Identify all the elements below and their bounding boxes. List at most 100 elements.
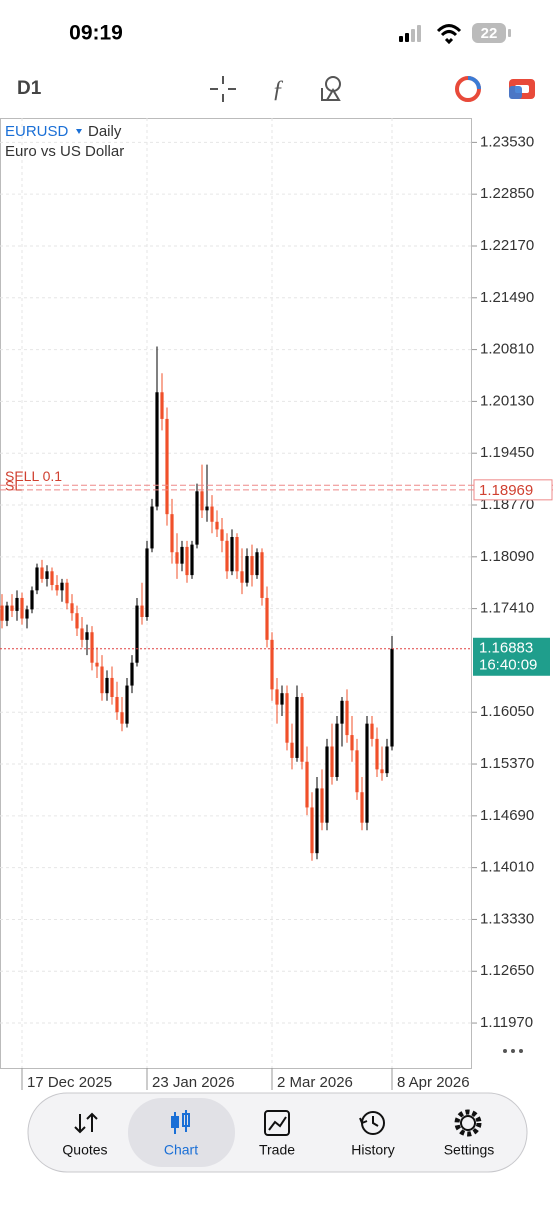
candle-body [270,639,274,690]
history-icon[interactable] [359,1111,385,1135]
candle-body [110,677,114,697]
candle-body [180,546,184,564]
sl-price: 1.18969 [479,482,533,499]
candle-body [45,571,49,579]
y-tick-label: 1.11970 [480,1014,533,1031]
candle-body [290,742,294,758]
indicators-icon[interactable]: ƒ [272,77,284,103]
tab-label[interactable]: Quotes [62,1142,107,1158]
y-tick-label: 1.17410 [480,600,534,617]
candle-body [10,605,14,611]
sl-label: SL [5,478,22,494]
candle-body [350,735,354,751]
candle-body [360,792,364,823]
candle-body [140,605,144,617]
candle-body [155,392,159,507]
candle-body [50,571,54,586]
description: Euro vs US Dollar [5,143,124,160]
y-tick-label: 1.16050 [480,703,534,720]
candle-body [390,648,394,747]
candle-body [75,613,79,629]
y-tick-label: 1.15370 [480,755,534,772]
candle-body [250,556,254,576]
y-tick-label: 1.13330 [480,910,534,927]
candle-body [235,537,239,572]
candle-body [35,567,39,591]
y-tick-label: 1.20130 [480,392,534,409]
timeframe[interactable]: D1 [17,78,42,99]
candle-body [25,609,29,619]
candle-body [345,700,349,736]
candle-body [200,491,204,511]
candle-body [160,392,164,419]
candle-body [145,548,149,617]
chart: 1.23530 1.22850 1.22170 1.21490 1.20810 1.201… [0,118,553,1091]
tab-label[interactable]: History [351,1142,395,1158]
candle-body [295,696,299,758]
battery-tip [508,29,511,37]
candle-body [240,571,244,583]
crosshair-icon[interactable] [210,76,236,102]
y-tick-label: 1.12650 [480,962,534,979]
candle-body [70,603,74,614]
current-price: 1.16883 [479,640,533,657]
symbol-dropdown[interactable] [76,129,82,134]
candle-body [220,529,224,541]
candle-body [65,582,69,604]
quotes-icon[interactable] [74,1112,98,1134]
candle-body [280,693,284,705]
settings-icon[interactable] [454,1109,482,1137]
candle-body [205,506,209,511]
candle-body [315,788,319,854]
candle-body [225,540,229,572]
chart-icon[interactable] [171,1110,190,1134]
tab-label[interactable]: Settings [444,1142,495,1158]
x-tick-label: 17 Dec 2025 [27,1074,112,1091]
bar-timer: 16:40:09 [479,657,537,674]
symbol[interactable]: EURUSD [5,123,69,140]
candle-body [335,723,339,777]
candle-body [245,556,249,583]
candle-body [275,689,279,705]
candle-body [150,506,154,549]
trade-icon[interactable] [455,76,481,102]
candle-body [165,418,169,515]
candle-body [95,662,99,667]
y-tick-label: 1.14690 [480,807,534,824]
candle-body [375,738,379,770]
price-box [473,637,550,676]
candle-body [195,491,199,545]
candle-body [265,597,269,640]
candle-body [210,506,214,522]
more-button[interactable] [503,1049,523,1053]
candle-body [60,582,64,591]
account-icon[interactable] [509,79,535,99]
candle-body [380,769,384,774]
tab-label[interactable]: Chart [164,1142,198,1158]
candle-body [340,700,344,724]
chart-frame [0,118,472,1069]
candle-body [15,597,19,611]
candle-body [55,585,59,591]
candle-body [190,544,194,576]
y-tick-label: 1.14010 [480,859,534,876]
candle-body [285,693,289,743]
signal-icon [399,25,421,42]
tab-label[interactable]: Trade [259,1142,295,1158]
candle-body [300,696,304,762]
y-tick-label: 1.22170 [480,237,534,254]
candle-body [120,712,124,724]
objects-icon[interactable] [321,76,341,101]
tab-selected-bg [128,1098,235,1167]
candle-body [255,552,259,576]
status-time: 09:19 [69,22,123,45]
candle-body [260,552,264,598]
candle-body [80,628,84,640]
candle-body [135,605,139,663]
trade-tab-icon[interactable] [264,1110,290,1136]
candle-body [175,552,179,564]
candle-body [305,761,309,808]
candle-body [320,788,324,823]
candle-body [130,662,134,686]
